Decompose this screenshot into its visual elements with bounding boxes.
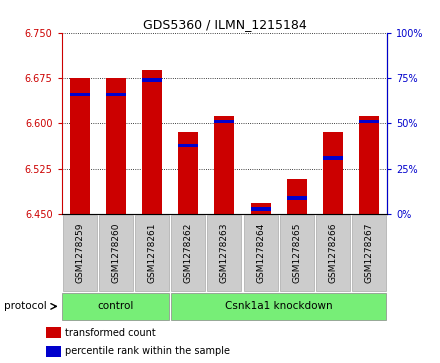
- Text: GSM1278267: GSM1278267: [365, 223, 374, 284]
- Bar: [359, 120, 379, 123]
- Text: GSM1278260: GSM1278260: [111, 223, 121, 284]
- Text: GSM1278266: GSM1278266: [328, 223, 337, 284]
- Bar: [46, 346, 61, 357]
- Text: GSM1278262: GSM1278262: [184, 223, 193, 284]
- FancyBboxPatch shape: [207, 215, 242, 291]
- Text: GSM1278264: GSM1278264: [256, 223, 265, 284]
- Text: control: control: [98, 301, 134, 311]
- FancyBboxPatch shape: [352, 215, 386, 291]
- Text: percentile rank within the sample: percentile rank within the sample: [65, 346, 230, 356]
- Bar: [323, 132, 343, 214]
- FancyBboxPatch shape: [62, 215, 97, 291]
- FancyBboxPatch shape: [171, 215, 205, 291]
- Bar: [287, 179, 307, 214]
- Bar: [142, 70, 162, 214]
- FancyBboxPatch shape: [135, 215, 169, 291]
- Bar: [251, 207, 271, 211]
- Text: Csnk1a1 knockdown: Csnk1a1 knockdown: [225, 301, 333, 311]
- Bar: [214, 115, 235, 214]
- FancyBboxPatch shape: [316, 215, 350, 291]
- Bar: [178, 132, 198, 214]
- Text: GSM1278265: GSM1278265: [292, 223, 301, 284]
- FancyBboxPatch shape: [62, 293, 169, 320]
- Text: protocol: protocol: [4, 301, 47, 311]
- Text: GSM1278263: GSM1278263: [220, 223, 229, 284]
- FancyBboxPatch shape: [280, 215, 314, 291]
- Bar: [214, 120, 235, 123]
- Bar: [323, 156, 343, 160]
- Bar: [106, 78, 126, 214]
- Text: transformed count: transformed count: [65, 327, 156, 338]
- Bar: [70, 78, 90, 214]
- Title: GDS5360 / ILMN_1215184: GDS5360 / ILMN_1215184: [143, 19, 306, 32]
- Text: GSM1278261: GSM1278261: [147, 223, 157, 284]
- Bar: [142, 78, 162, 82]
- Bar: [178, 144, 198, 147]
- Text: GSM1278259: GSM1278259: [75, 223, 84, 284]
- Bar: [251, 203, 271, 214]
- Bar: [46, 327, 61, 338]
- Bar: [106, 93, 126, 96]
- Bar: [70, 93, 90, 96]
- FancyBboxPatch shape: [244, 215, 278, 291]
- FancyBboxPatch shape: [99, 215, 133, 291]
- FancyBboxPatch shape: [171, 293, 386, 320]
- Bar: [287, 196, 307, 200]
- Bar: [359, 115, 379, 214]
